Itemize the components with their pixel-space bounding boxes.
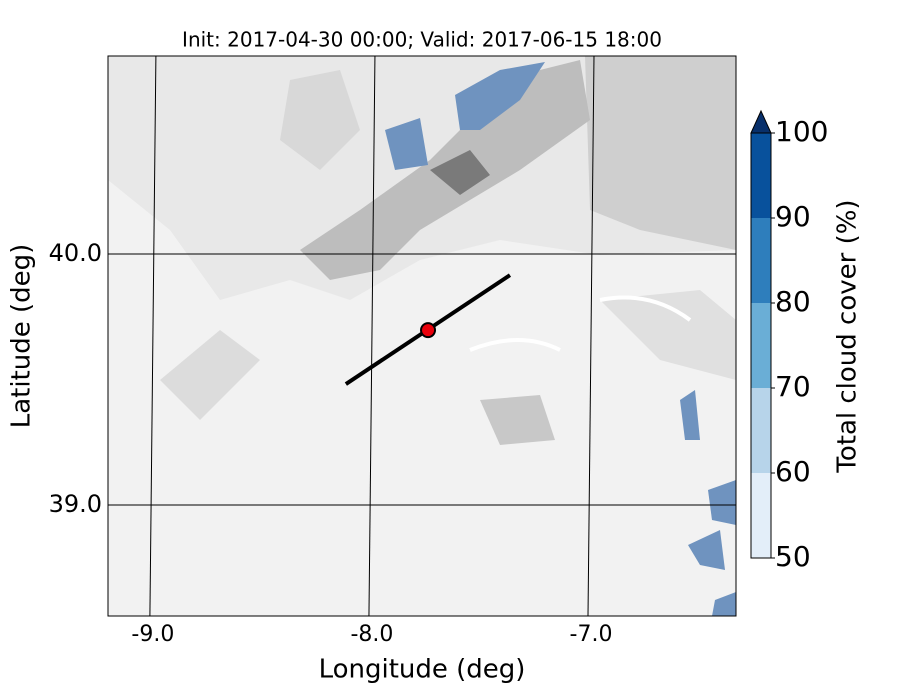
colorbar-tick-label: 90	[775, 200, 811, 233]
terrain	[108, 56, 736, 616]
colorbar-label: Total cloud cover (%)	[833, 199, 863, 473]
colorbar-segment	[751, 218, 771, 303]
colorbar-segment	[751, 133, 771, 218]
colorbar-segment	[751, 303, 771, 388]
y-axis-label: Latitude (deg)	[7, 244, 37, 429]
colorbar-segment	[751, 388, 771, 473]
x-tick-label: -8.0	[350, 622, 393, 647]
y-tick-label: 39.0	[49, 490, 102, 518]
x-tick-label: -7.0	[570, 622, 613, 647]
colorbar-segment	[751, 473, 771, 558]
colorbar-tick-label: 70	[775, 370, 811, 403]
colorbar-tick-label: 100	[775, 115, 828, 148]
x-axis-label: Longitude (deg)	[319, 655, 526, 685]
colorbar-tick-label: 60	[775, 455, 811, 488]
plot-frame	[107, 55, 737, 617]
location-point	[420, 322, 437, 339]
colorbar-frame	[750, 132, 772, 559]
x-tick-label: -9.0	[131, 622, 174, 647]
grid-line	[368, 55, 376, 617]
chart-title: Init: 2017-04-30 00:00; Valid: 2017-06-1…	[182, 28, 662, 52]
grid-line	[587, 55, 595, 617]
y-tick-label: 40.0	[49, 239, 102, 267]
colorbar-tick-label: 80	[775, 285, 811, 318]
colorbar-extend	[750, 109, 772, 134]
grid-line	[149, 55, 157, 617]
colorbar-tick-label: 50	[775, 540, 811, 573]
